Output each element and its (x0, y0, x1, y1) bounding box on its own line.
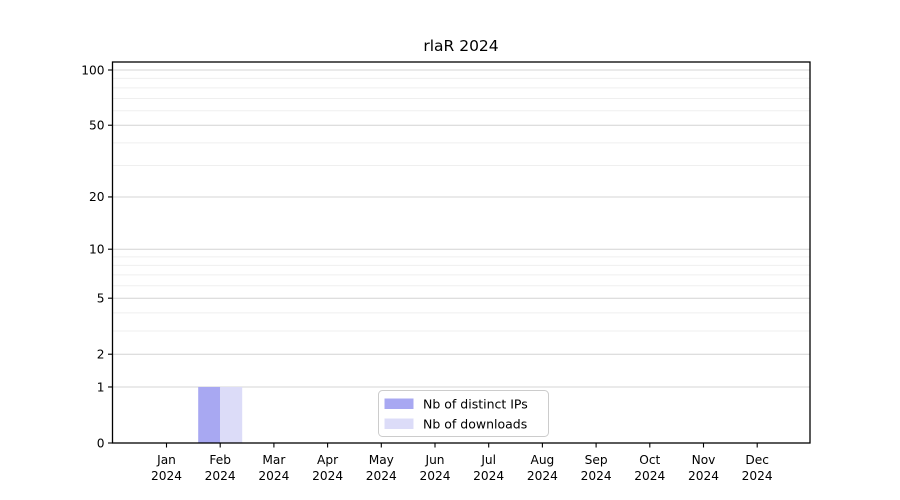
x-tick-label: Mar 2024 (258, 453, 289, 483)
legend-label: Nb of downloads (423, 416, 527, 431)
y-tick-label: 100 (81, 63, 104, 77)
x-tick-label: Aug 2024 (527, 453, 558, 483)
chart-title: rlaR 2024 (423, 37, 498, 55)
legend-label: Nb of distinct IPs (423, 396, 528, 411)
legend-box (378, 390, 549, 437)
x-tick-label: Sep 2024 (581, 453, 612, 483)
y-tick-label: 50 (89, 119, 105, 133)
x-tick-label: Apr 2024 (312, 453, 343, 483)
x-tick-label: Jun 2024 (419, 453, 450, 483)
y-tick-label: 5 (97, 291, 105, 305)
bar-feb-s1 (220, 386, 243, 443)
y-tick-label: 10 (89, 242, 105, 256)
y-tick-label: 0 (97, 436, 105, 450)
x-tick-label: Feb 2024 (205, 453, 236, 483)
legend-swatch (384, 418, 414, 429)
x-tick-label: Jul 2024 (473, 453, 504, 483)
y-tick-label: 20 (89, 190, 105, 204)
plot-border (111, 61, 811, 444)
x-tick-label: Jan 2024 (151, 453, 182, 483)
bar-feb-s0 (198, 386, 221, 443)
x-tick-label: May 2024 (366, 453, 397, 483)
x-tick-label: Dec 2024 (742, 453, 773, 483)
y-tick-label: 1 (97, 380, 105, 394)
chart-content: 0 1 2 5 10 20 50 100 Jan 2024 Feb 2024 Mar 2024 Apr 202… (81, 61, 811, 483)
legend-swatch (384, 398, 414, 409)
y-tick-label: 2 (97, 348, 105, 362)
x-tick-label: Oct 2024 (634, 453, 665, 483)
x-tick-label: Nov 2024 (688, 453, 719, 483)
